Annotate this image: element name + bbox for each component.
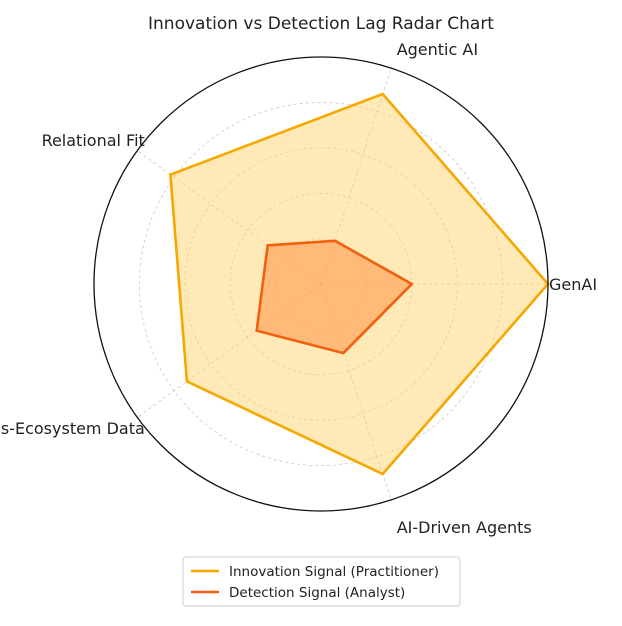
- series-fill-2: [256, 240, 412, 354]
- legend-label-2: Detection Signal (Analyst): [229, 585, 405, 601]
- legend-box: [182, 556, 461, 607]
- axis-label-4: Cross-Ecosystem Data: [0, 419, 145, 438]
- axis-label-2: Agentic AI: [397, 40, 478, 59]
- axis-label-5: AI-Driven Agents: [397, 518, 532, 537]
- series-layer: [93, 56, 550, 512]
- polar-frame: [93, 56, 549, 512]
- chart-title: Innovation vs Detection Lag Radar Chart: [148, 14, 494, 34]
- legend: Innovation Signal (Practitioner) Detectio…: [182, 556, 461, 607]
- axis-label-3: Relational Fit: [42, 131, 145, 150]
- axis-label-1: GenAI: [549, 275, 597, 294]
- axis-labels: GenAI Agentic AI Relational Fit Cross-Ecosy…: [0, 40, 597, 537]
- series-line-1: [169, 92, 550, 476]
- legend-label-1: Innovation Signal (Practitioner): [229, 564, 439, 580]
- series-line-2: [255, 239, 414, 355]
